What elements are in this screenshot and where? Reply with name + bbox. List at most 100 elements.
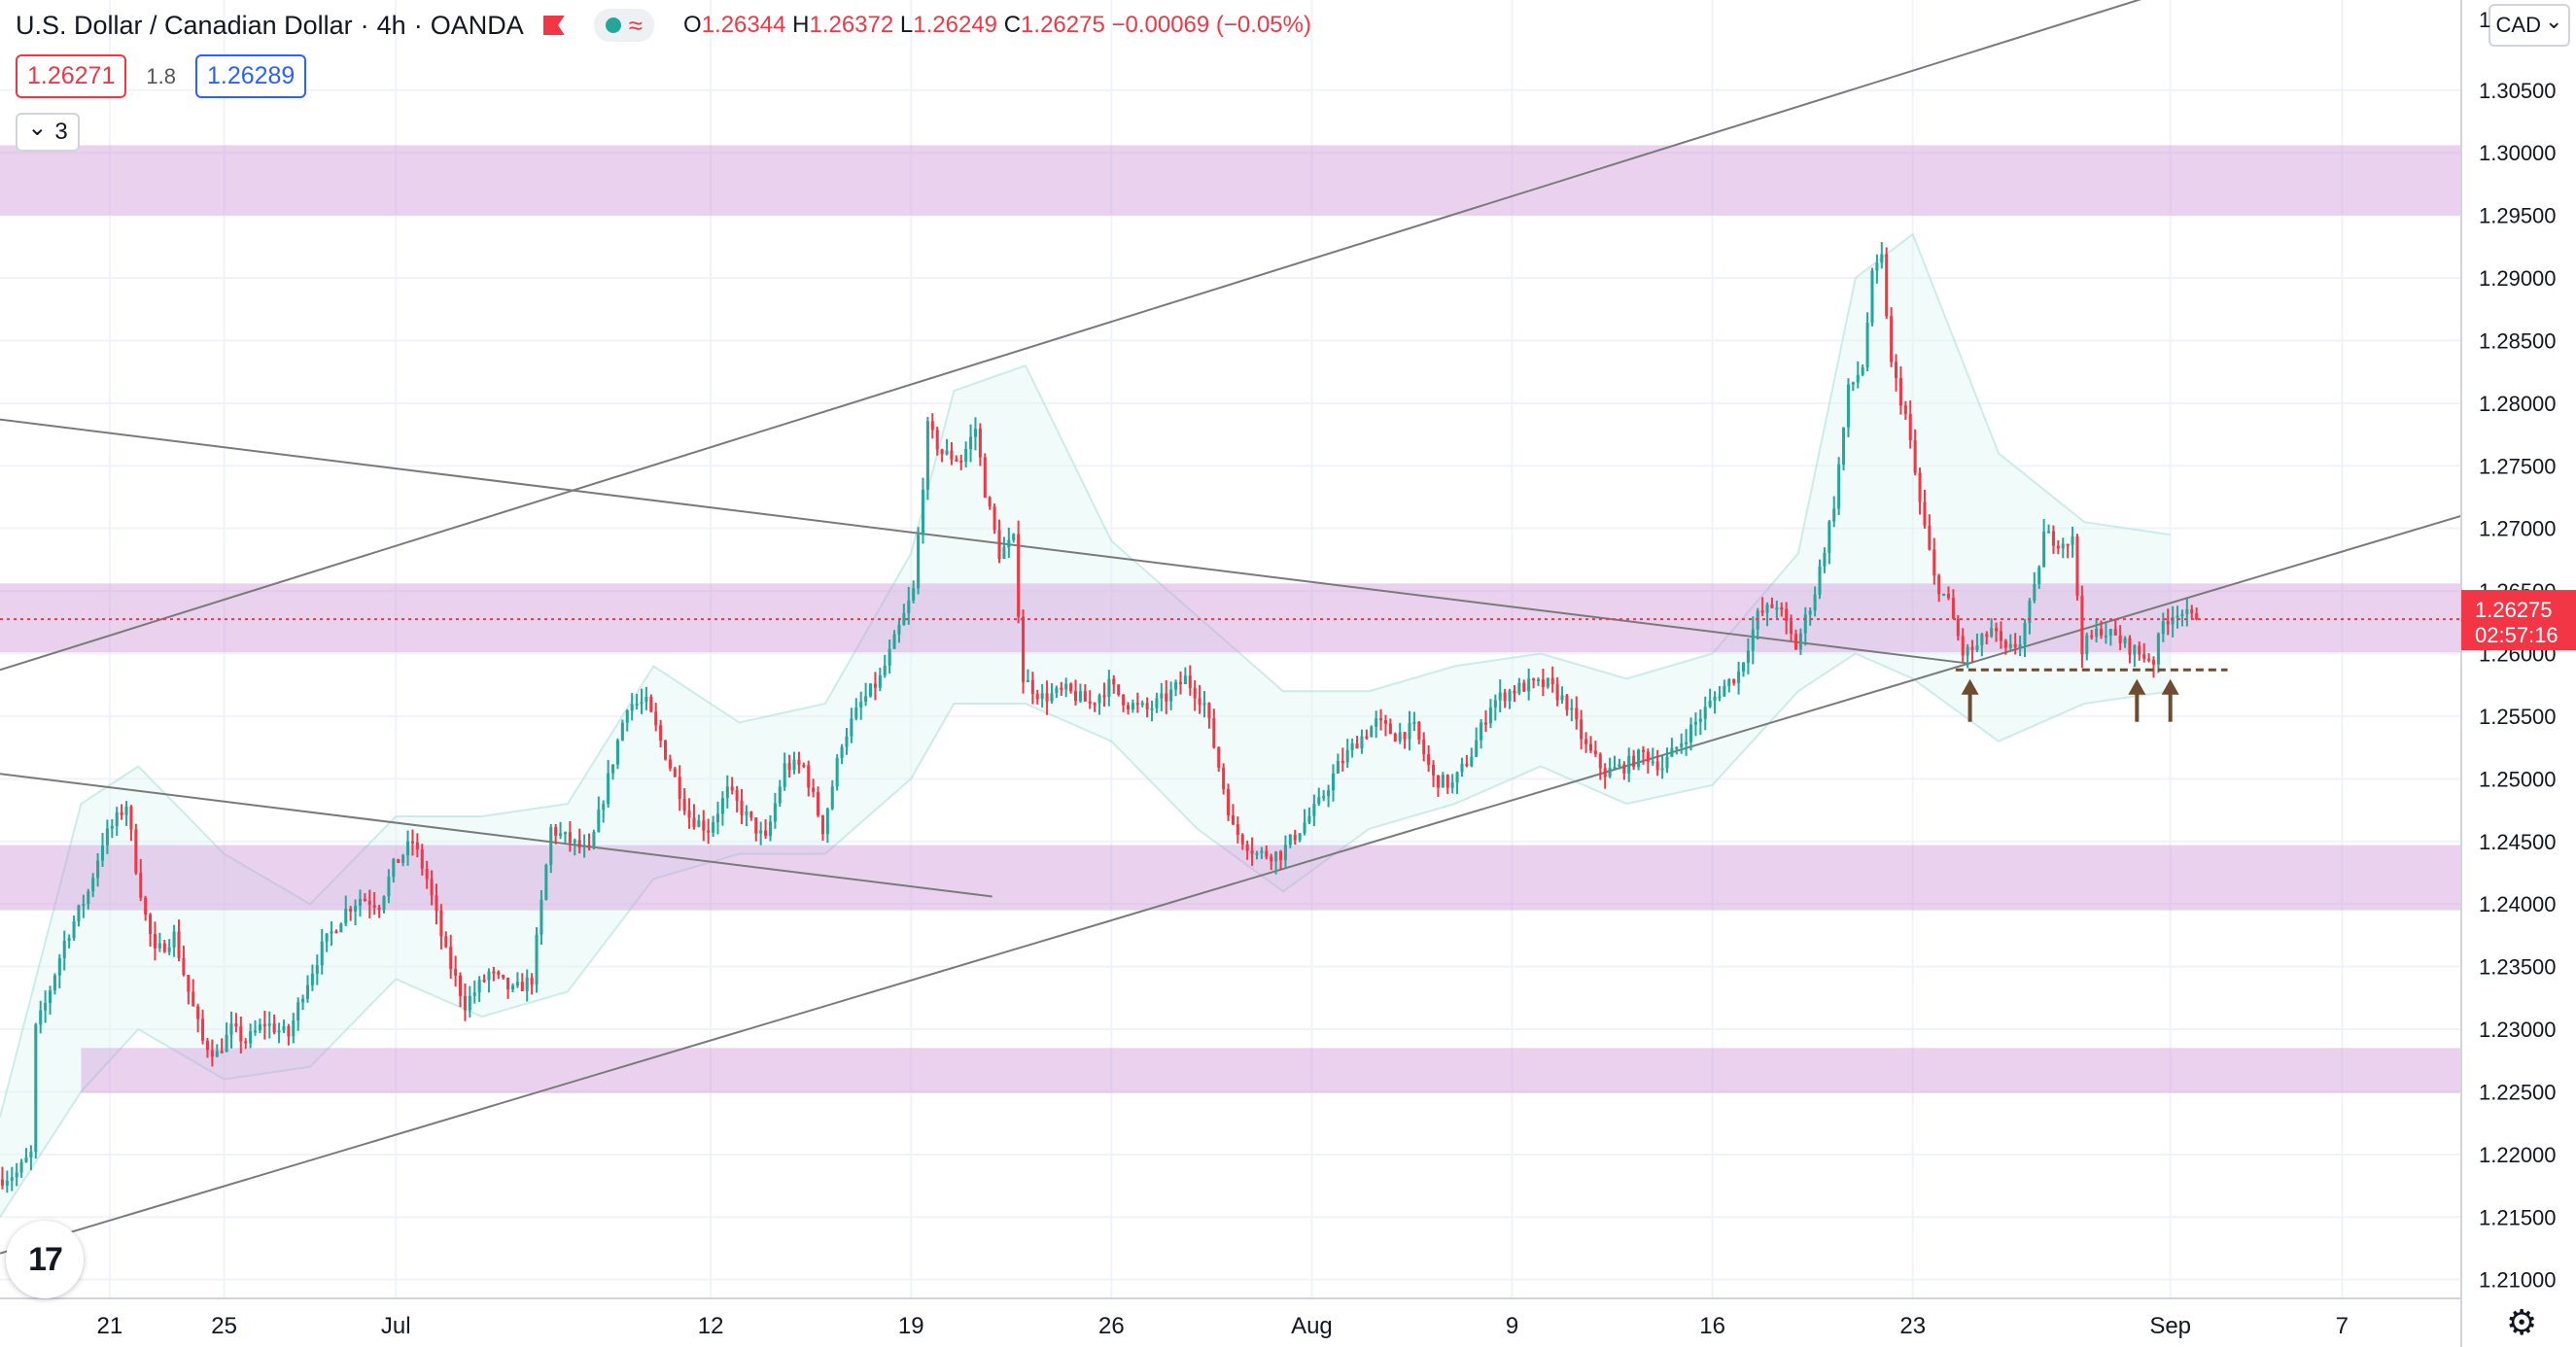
candle-body xyxy=(1298,833,1302,841)
candle-body xyxy=(969,436,973,450)
candle-body xyxy=(1002,547,1006,559)
candle-body xyxy=(1570,708,1574,710)
candle-body xyxy=(883,665,887,675)
candle-body xyxy=(2095,628,2099,638)
candle-body xyxy=(1584,739,1588,744)
sell-button[interactable]: 1.26271 xyxy=(16,54,127,98)
y-tick-label: 1.28000 xyxy=(2479,392,2557,416)
candle-body xyxy=(401,854,405,863)
candle-body xyxy=(468,995,471,1011)
candle-body xyxy=(2042,532,2046,568)
candle-body xyxy=(1880,254,1884,263)
candle-body xyxy=(472,992,476,996)
candle-body xyxy=(530,977,534,985)
candle-body xyxy=(2008,643,2012,648)
candle-body xyxy=(1398,732,1402,742)
candle-body xyxy=(1250,850,1254,854)
candle-body xyxy=(1322,796,1326,799)
candle-body xyxy=(1484,722,1488,725)
candle-body xyxy=(1355,743,1359,749)
candle-body xyxy=(1178,681,1182,685)
candle-body xyxy=(764,830,768,837)
change-readout: −0.00069 (−0.05%) xyxy=(1111,12,1311,38)
candle-body xyxy=(1169,689,1173,702)
bollinger-bands xyxy=(0,232,2171,1218)
candle-body xyxy=(1890,316,1894,363)
candle-body xyxy=(267,1023,271,1026)
candle-body xyxy=(1837,464,1841,509)
candle-body xyxy=(1479,722,1483,741)
candle-body xyxy=(1360,736,1364,749)
candle-body xyxy=(1746,650,1750,663)
candle-body xyxy=(2033,584,2036,602)
candle-body xyxy=(773,803,777,822)
y-tick-label: 1.22500 xyxy=(2479,1080,2557,1104)
candle-body xyxy=(740,800,744,815)
candle-body xyxy=(1522,682,1526,692)
market-status-pill[interactable]: ≈ xyxy=(593,9,655,42)
candle-body xyxy=(692,817,696,827)
candle-body xyxy=(339,923,343,933)
interval-label[interactable]: 4h xyxy=(376,10,406,40)
candle-body xyxy=(568,832,572,844)
candle-body xyxy=(2195,613,2199,620)
candle-body xyxy=(1030,679,1034,694)
candle-body xyxy=(262,1023,266,1026)
candle-body xyxy=(497,971,501,975)
candle-body xyxy=(607,773,610,805)
candle-body xyxy=(1212,718,1216,748)
candle-body xyxy=(2085,635,2089,655)
symbol-name[interactable]: U.S. Dollar / Canadian Dollar xyxy=(16,10,353,40)
candle-body xyxy=(1365,736,1369,739)
candle-body xyxy=(2185,608,2189,614)
candle-body xyxy=(1050,693,1054,702)
gear-icon[interactable]: ⚙ xyxy=(2506,1302,2538,1342)
candle-body xyxy=(415,842,419,849)
candle-body xyxy=(1279,851,1283,861)
candle-body xyxy=(1808,610,1812,615)
candle-body xyxy=(1775,607,1779,610)
indicators-toggle-button[interactable]: ⌄ 3 xyxy=(16,113,80,152)
candle-body xyxy=(840,746,844,758)
candle-body xyxy=(229,1023,233,1035)
candle-body xyxy=(1632,755,1636,768)
currency-button[interactable]: 1 CAD ⌄ xyxy=(2479,4,2570,47)
candle-body xyxy=(888,648,891,666)
x-tick-label: 19 xyxy=(898,1313,924,1339)
candle-body xyxy=(19,1161,23,1173)
flag-icon[interactable] xyxy=(542,16,565,35)
candle-body xyxy=(935,430,939,450)
candle-body xyxy=(1312,804,1316,816)
candle-body xyxy=(712,822,715,833)
candle-body xyxy=(835,757,839,787)
candle-body xyxy=(1283,845,1287,861)
candle-body xyxy=(1307,815,1311,823)
candle-body xyxy=(2108,629,2112,636)
candle-body xyxy=(1842,427,1846,465)
trade-buttons: 1.26271 1.8 1.26289 xyxy=(16,54,307,98)
candle-body xyxy=(1660,768,1664,771)
candle-body xyxy=(1980,634,1984,645)
candle-body xyxy=(1651,761,1654,764)
candle-body xyxy=(945,450,949,455)
buy-button[interactable]: 1.26289 xyxy=(194,54,307,98)
candle-body xyxy=(1828,521,1831,553)
candle-body xyxy=(502,974,505,979)
tradingview-logo-icon[interactable]: 17 xyxy=(6,1221,84,1298)
candle-body xyxy=(559,833,563,836)
candle-body xyxy=(1870,270,1874,324)
candle-body xyxy=(1732,678,1736,683)
candle-body xyxy=(1951,598,1955,619)
candle-body xyxy=(463,995,467,1011)
candle-body xyxy=(1698,718,1702,722)
candle-body xyxy=(10,1177,14,1181)
trendline-descending xyxy=(0,418,1970,665)
candle-body xyxy=(1555,683,1559,701)
candle-body xyxy=(615,740,619,765)
candle-body xyxy=(1593,750,1597,755)
supply-demand-zone xyxy=(0,845,2461,911)
candle-body xyxy=(1145,703,1149,709)
candle-body xyxy=(459,975,463,996)
